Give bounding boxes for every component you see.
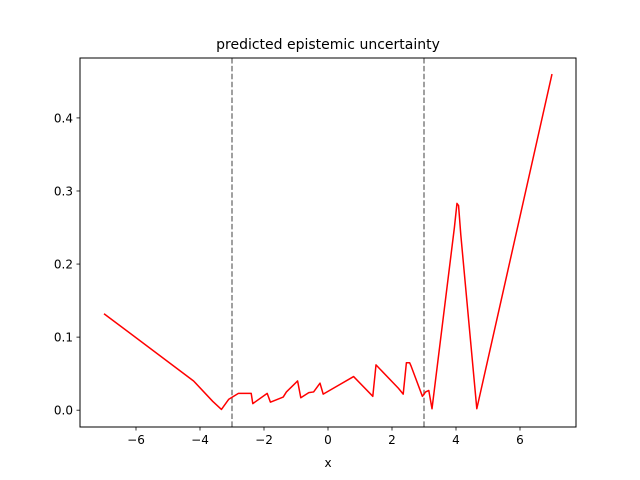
x-tick-label: 4	[452, 433, 460, 447]
chart-title: predicted epistemic uncertainty	[216, 37, 440, 53]
x-tick-label: −6	[127, 433, 145, 447]
x-tick-label: 6	[516, 433, 524, 447]
x-tick-label: −4	[191, 433, 209, 447]
y-tick-label: 0.3	[54, 184, 73, 198]
x-tick-label: 0	[324, 433, 332, 447]
x-axis: −6 −4 −2 0 2 4 6	[127, 427, 524, 447]
plot-area	[103, 58, 553, 427]
y-tick-label: 0.1	[54, 331, 73, 345]
x-tick-label: 2	[388, 433, 396, 447]
y-axis: 0.0 0.1 0.2 0.3 0.4	[54, 111, 80, 418]
x-tick-label: −2	[255, 433, 273, 447]
y-tick-label: 0.2	[54, 258, 73, 272]
x-axis-label: x	[324, 456, 331, 470]
series-line-1	[103, 73, 553, 411]
y-tick-label: 0.4	[54, 111, 73, 125]
y-tick-label: 0.0	[54, 404, 73, 418]
